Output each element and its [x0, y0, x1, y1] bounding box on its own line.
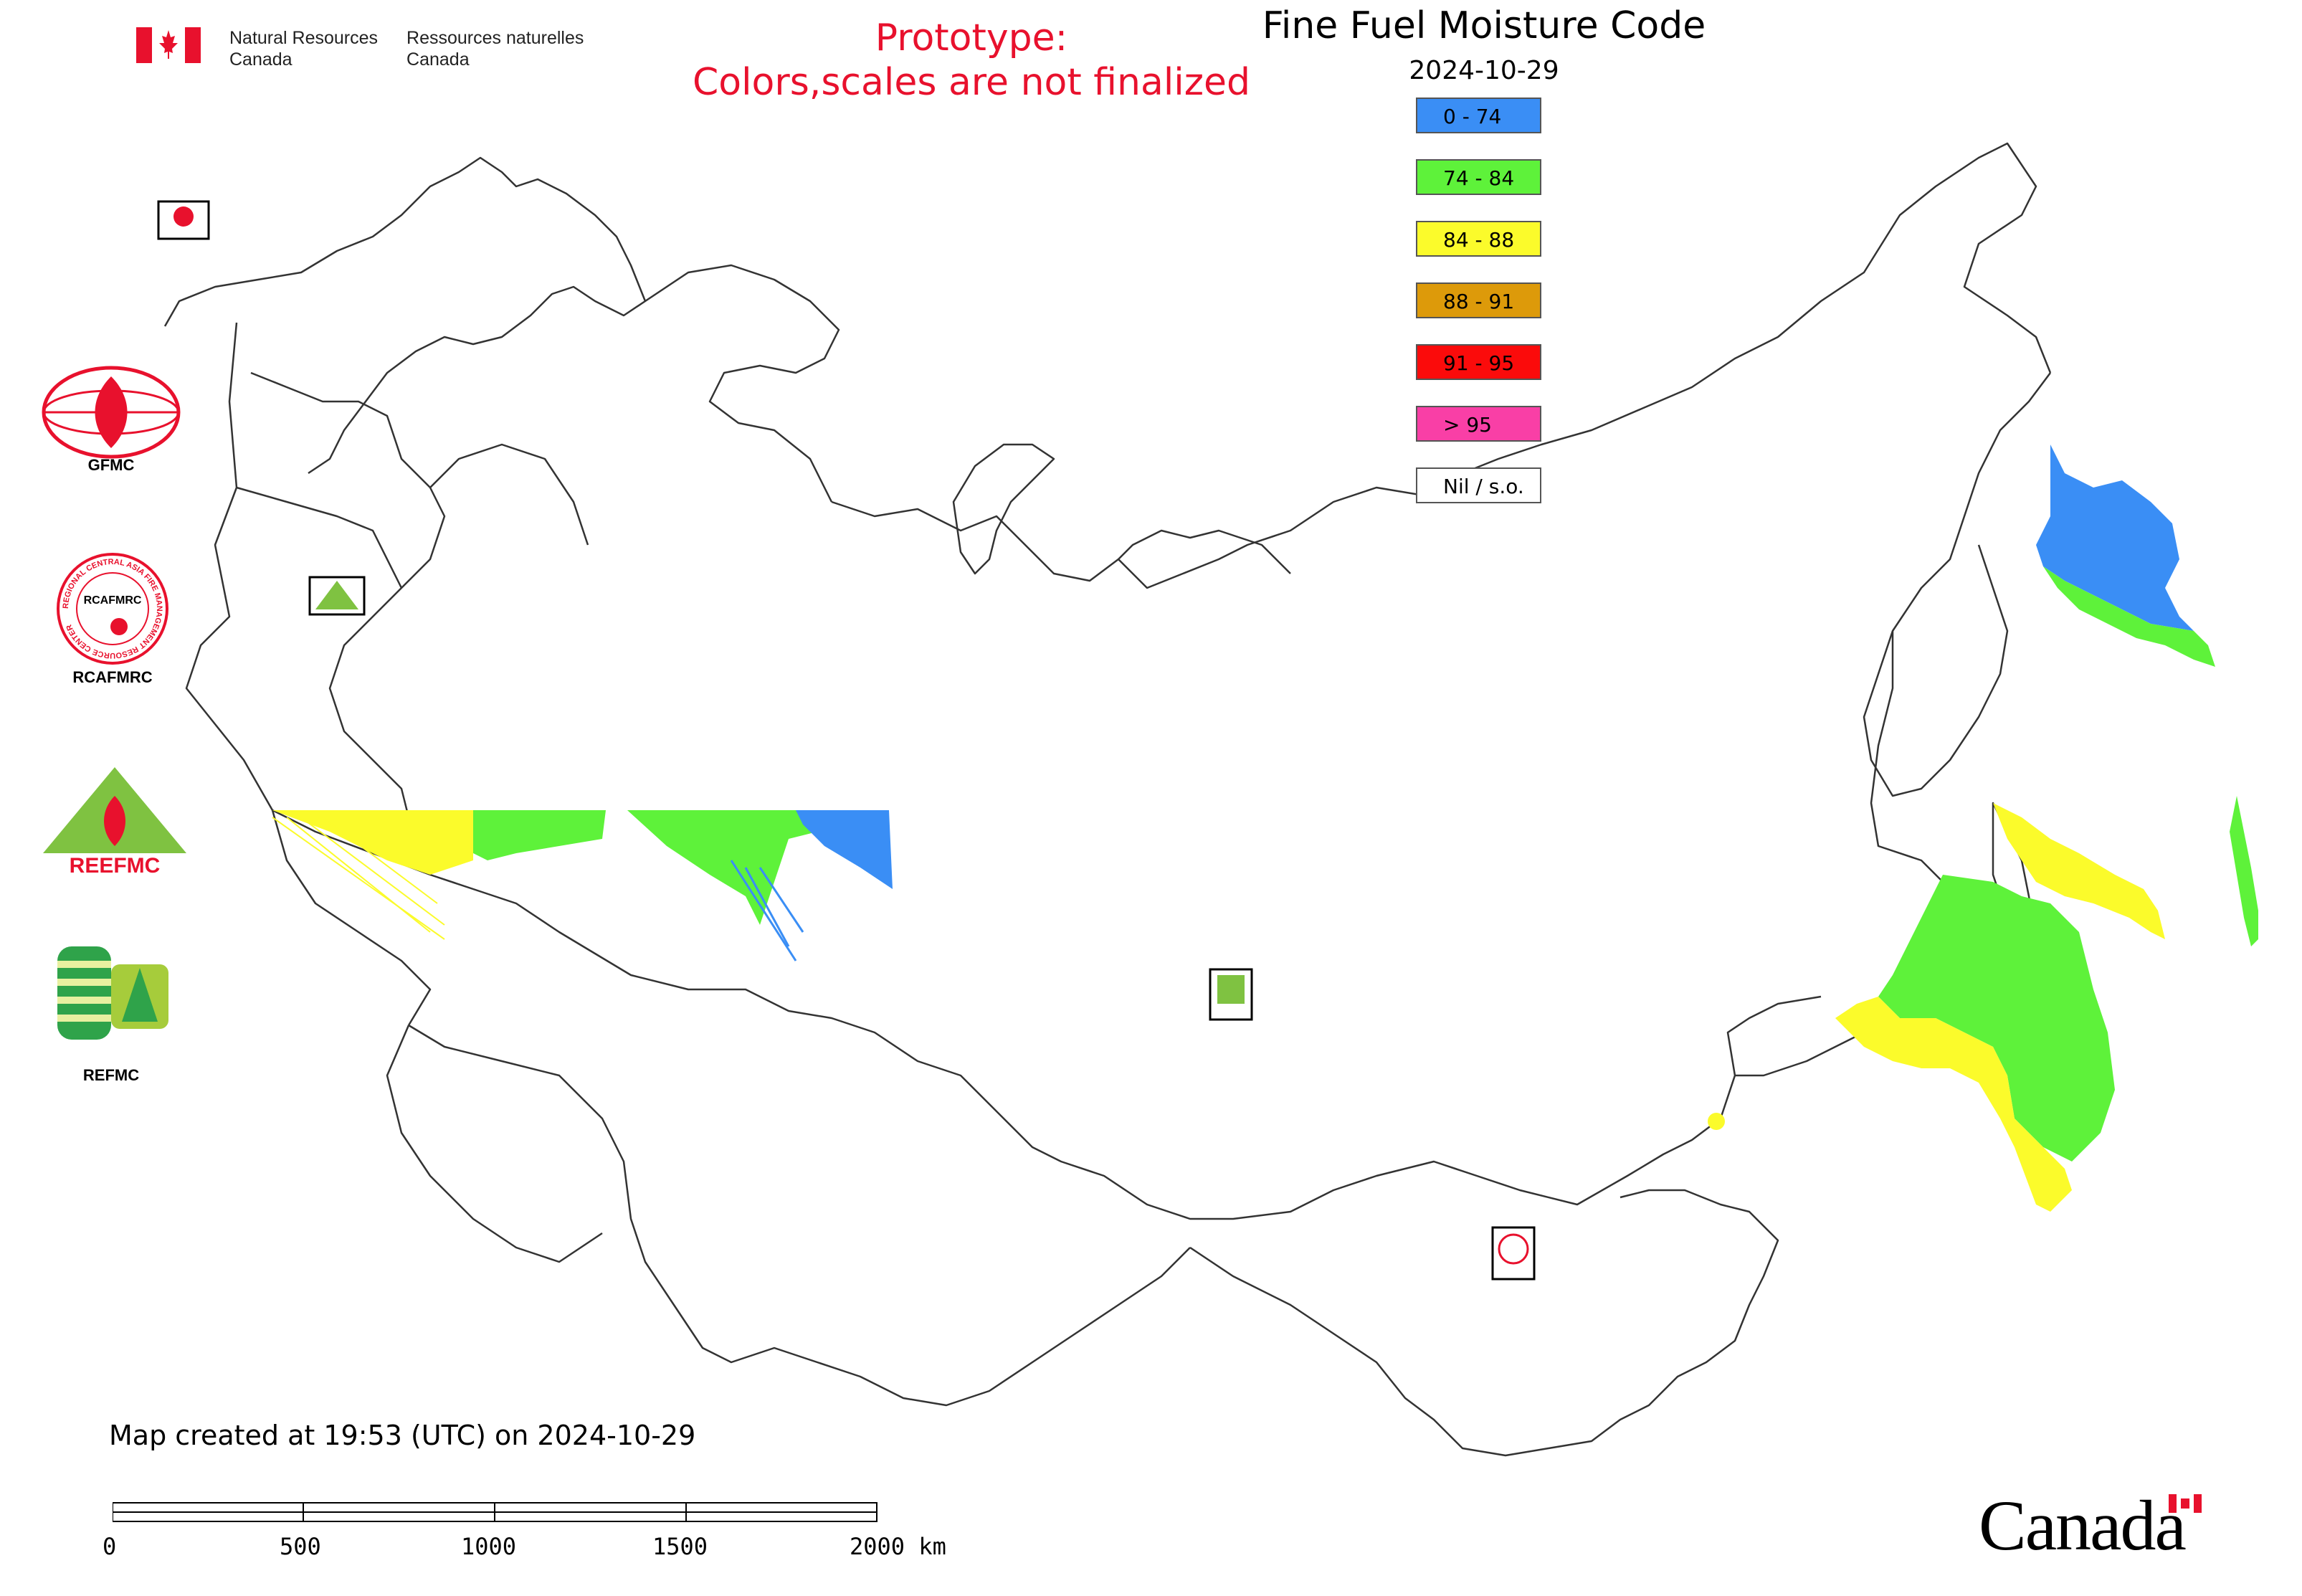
gfmc-label: GFMC	[87, 456, 135, 474]
government-header: Natural Resources Canada Ressources natu…	[136, 27, 584, 70]
gfmc-logo	[42, 366, 181, 459]
canada-wordmark: Canada	[1979, 1486, 2187, 1565]
coastline-scandinavia	[163, 156, 647, 475]
scale-label-1500: 1500	[652, 1533, 708, 1560]
flame-icon	[104, 796, 125, 846]
scale-label-0: 0	[103, 1533, 117, 1560]
ffmc-band-west-yellow	[272, 810, 473, 875]
agency-name-en: Natural Resources Canada	[229, 28, 379, 70]
map-title: Fine Fuel Moisture Code	[1262, 4, 1706, 47]
map-created-note: Map created at 19:53 (UTC) on 2024-10-29	[109, 1420, 696, 1451]
ffmc-band-east-blue	[796, 810, 893, 889]
coastline-kamchatka	[1863, 372, 2051, 797]
prototype-notice-line2: Colors,scales are not finalized	[692, 61, 1251, 104]
ffmc-amur-yellow-south	[1835, 997, 2072, 1212]
svg-text:REEFMC: REEFMC	[70, 854, 161, 878]
legend-item-nil: Nil / s.o.	[1416, 467, 1541, 503]
ffmc-sakhalin-green	[2230, 796, 2258, 946]
scale-label-2000: 2000 km	[850, 1533, 946, 1560]
legend-item-88-91: 88 - 91	[1416, 282, 1541, 318]
ffmc-band-west-green	[473, 810, 606, 860]
refmc-label: REFMC	[82, 1066, 140, 1084]
border-kazakhstan	[408, 1024, 1191, 1407]
border-caucasus	[271, 809, 432, 1026]
legend-item-91-95: 91 - 95	[1416, 344, 1541, 380]
scale-label-1000: 1000	[461, 1533, 517, 1560]
mini-logo-rcafmrc-ring	[1498, 1233, 1529, 1265]
legend-item-gt-95: > 95	[1416, 406, 1541, 442]
coastline-arctic	[831, 142, 2052, 589]
border-baltic	[250, 371, 446, 818]
rcafmrc-label: RCAFMRC	[72, 668, 153, 686]
flame-icon	[95, 376, 128, 448]
ffmc-spot-yellow	[1708, 1113, 1725, 1130]
legend-item-0-74: 0 - 74	[1416, 98, 1541, 133]
island-novaya-zemlya	[952, 443, 1055, 575]
flame-icon	[110, 618, 128, 635]
reefmc-logo: REEFMC	[43, 767, 186, 878]
prototype-notice-line1: Prototype:	[875, 16, 1068, 60]
refmc-logo	[57, 946, 168, 1040]
scale-label-500: 500	[280, 1533, 321, 1560]
coastline-kola	[645, 264, 840, 503]
border-ukraine	[236, 486, 403, 589]
border-belarus	[429, 443, 589, 546]
ffmc-kamchatka-blue	[2036, 445, 2194, 631]
ffmc-data-layer	[272, 445, 2258, 1212]
border-russia-south	[272, 809, 1822, 1220]
border-caspian	[386, 1025, 603, 1263]
canada-flag-icon	[2169, 1494, 2202, 1513]
maple-leaf-icon	[159, 30, 178, 59]
ffmc-kamchatka-green	[2043, 566, 2215, 667]
prototype-notice: Prototype: Colors,scales are not finaliz…	[631, 16, 1312, 105]
legend-item-84-88: 84 - 88	[1416, 221, 1541, 257]
ffmc-amur-green	[1878, 875, 2115, 1162]
coastline-taymyr	[1118, 529, 1291, 574]
ffmc-band-east-green	[627, 810, 817, 925]
mini-logo-reefmc-triangle	[315, 581, 358, 609]
flame-icon	[173, 206, 194, 227]
agency-name-fr: Ressources naturelles Canada	[406, 28, 584, 70]
ffmc-streaks-yellow	[272, 817, 445, 940]
mini-logo-refmc-mark	[1217, 975, 1245, 1004]
border-east-europe	[185, 322, 274, 811]
canada-flag-icon	[136, 27, 201, 63]
map-date: 2024-10-29	[1409, 56, 1559, 85]
ffmc-streaks-blue	[730, 860, 804, 961]
svg-text:RCAFMRC: RCAFMRC	[84, 594, 142, 607]
legend-item-74-84: 74 - 84	[1416, 159, 1541, 195]
scale-bar	[113, 1502, 877, 1522]
border-mongolia	[1189, 1189, 1779, 1457]
rcafmrc-logo: REGIONAL CENTRAL ASIA FIRE MANAGEMENT RE…	[57, 553, 168, 665]
ffmc-okhotsk-coast-yellow	[1993, 803, 2165, 939]
